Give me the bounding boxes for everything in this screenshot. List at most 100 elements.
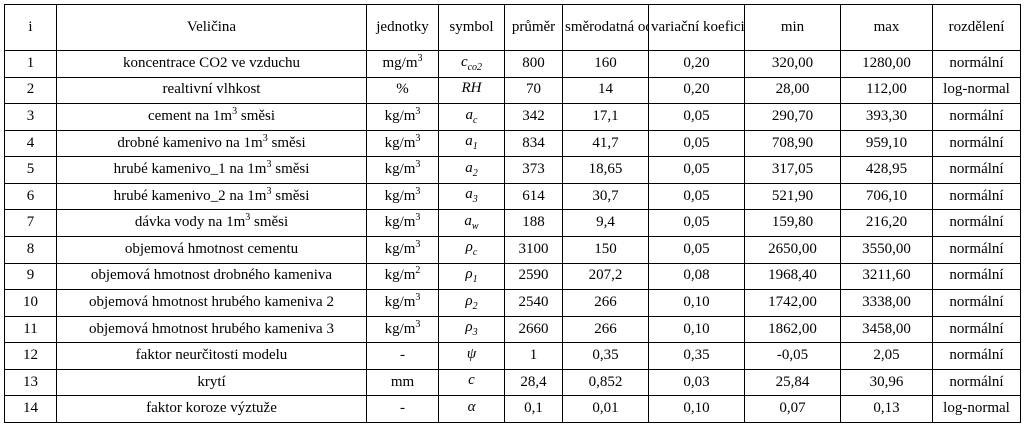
cell-index: 9 xyxy=(4,262,57,291)
header-jednotky: jednotky xyxy=(366,4,439,51)
cell-mean: 800 xyxy=(504,50,563,78)
header-max: max xyxy=(840,4,933,51)
quantity-name: krytí xyxy=(197,373,226,390)
cell-variation-coef: 0,35 xyxy=(648,342,745,370)
quantity-name-sup: 3 xyxy=(245,212,251,224)
cell-min: 1862,00 xyxy=(744,315,841,344)
cell-quantity: realtivní vlhkost xyxy=(56,76,367,105)
cell-distribution: normální xyxy=(932,289,1021,317)
unit-text: % xyxy=(396,81,409,98)
unit-text: kg/m xyxy=(384,108,416,125)
cell-max: 428,95 xyxy=(840,156,933,184)
cell-quantity: koncentrace CO2 ve vzduchu xyxy=(56,50,367,78)
cell-max: 959,10 xyxy=(840,129,933,158)
cell-std-dev: 17,1 xyxy=(562,103,649,131)
cell-mean: 0,1 xyxy=(504,395,563,423)
cell-quantity: hrubé kamenivo_2 na 1m3 směsi xyxy=(56,182,367,211)
quantity-name-sup: 3 xyxy=(266,185,272,197)
cell-index: 11 xyxy=(4,315,57,344)
quantity-name-after: směsi xyxy=(250,214,289,231)
cell-symbol: ρ3 xyxy=(438,315,505,344)
cell-distribution: normální xyxy=(932,103,1021,131)
cell-min: 159,80 xyxy=(744,209,841,237)
unit-text: - xyxy=(400,400,405,417)
cell-symbol: ac xyxy=(438,103,505,131)
symbol-sub: c xyxy=(472,247,478,259)
cell-variation-coef: 0,03 xyxy=(648,368,745,397)
cell-symbol: RH xyxy=(438,76,505,105)
symbol-text: ρ xyxy=(465,319,473,336)
cell-distribution: normální xyxy=(932,50,1021,78)
table-row: 12 faktor neurčitosti modelu - ψ 1 0,35 0,35 -0… xyxy=(4,342,1021,370)
cell-unit: kg/m3 xyxy=(366,156,439,184)
cell-symbol: aw xyxy=(438,209,505,237)
cell-mean: 373 xyxy=(504,156,563,184)
cell-mean: 2590 xyxy=(504,262,563,291)
cell-unit: kg/m3 xyxy=(366,289,439,317)
cell-unit: kg/m3 xyxy=(366,103,439,131)
cell-index: 12 xyxy=(4,342,57,370)
cell-std-dev: 0,35 xyxy=(562,342,649,370)
cell-std-dev: 207,2 xyxy=(562,262,649,291)
cell-unit: kg/m3 xyxy=(366,182,439,211)
cell-std-dev: 150 xyxy=(562,235,649,264)
cell-distribution: normální xyxy=(932,182,1021,211)
cell-max: 30,96 xyxy=(840,368,933,397)
cell-min: -0,05 xyxy=(744,342,841,370)
cell-distribution: normální xyxy=(932,342,1021,370)
cell-min: 1742,00 xyxy=(744,289,841,317)
cell-index: 4 xyxy=(4,129,57,158)
cell-variation-coef: 0,05 xyxy=(648,182,745,211)
cell-min: 320,00 xyxy=(744,50,841,78)
quantity-name: koncentrace CO2 ve vzduchu xyxy=(122,54,300,71)
cell-variation-coef: 0,10 xyxy=(648,395,745,423)
cell-unit: kg/m3 xyxy=(366,129,439,158)
unit-sup: 3 xyxy=(415,212,421,224)
cell-variation-coef: 0,20 xyxy=(648,76,745,105)
table-body: 1 koncentrace CO2 ve vzduchu mg/m3 cco2 800 1… xyxy=(4,50,1021,423)
symbol-text: a xyxy=(465,186,473,203)
quantity-name: cement na 1m xyxy=(147,108,233,125)
symbol-sub: 3 xyxy=(472,327,478,339)
cell-min: 25,84 xyxy=(744,368,841,397)
cell-quantity: krytí xyxy=(56,368,367,397)
cell-mean: 614 xyxy=(504,182,563,211)
unit-text: mg/m xyxy=(382,54,418,71)
cell-index: 1 xyxy=(4,50,57,78)
cell-max: 393,30 xyxy=(840,103,933,131)
symbol-text: a xyxy=(465,133,473,150)
unit-text: kg/m xyxy=(384,187,416,204)
cell-std-dev: 14 xyxy=(562,76,649,105)
symbol-text: RH xyxy=(461,80,482,97)
unit-sup: 3 xyxy=(415,238,421,250)
cell-symbol: ρc xyxy=(438,235,505,264)
cell-variation-coef: 0,20 xyxy=(648,50,745,78)
cell-distribution: log-normal xyxy=(932,395,1021,423)
cell-quantity: drobné kamenivo na 1m3 směsi xyxy=(56,129,367,158)
cell-mean: 28,4 xyxy=(504,368,563,397)
cell-distribution: normální xyxy=(932,235,1021,264)
cell-unit: - xyxy=(366,342,439,370)
table-row: 7 dávka vody na 1m3 směsi kg/m3 aw 188 9,4 0,0… xyxy=(4,209,1021,237)
unit-text: kg/m xyxy=(384,161,416,178)
symbol-sub: 1 xyxy=(472,274,478,286)
cell-mean: 3100 xyxy=(504,235,563,264)
symbol-text: a xyxy=(465,106,474,123)
table-row: 14 faktor koroze výztuže - α 0,1 0,01 0,10 0,07… xyxy=(4,395,1021,423)
table-row: 8 objemová hmotnost cementu kg/m3 ρc 3100 150… xyxy=(4,235,1021,264)
unit-text: kg/m xyxy=(384,293,416,310)
quantity-name: realtivní vlhkost xyxy=(162,81,261,98)
unit-sup: 3 xyxy=(415,318,421,330)
unit-sup: 3 xyxy=(415,106,421,118)
cell-symbol: a1 xyxy=(438,129,505,158)
cell-index: 5 xyxy=(4,156,57,184)
header-symbol: symbol xyxy=(438,4,505,51)
symbol-text: ρ xyxy=(465,266,473,283)
cell-max: 3550,00 xyxy=(840,235,933,264)
cell-unit: % xyxy=(366,76,439,105)
cell-quantity: dávka vody na 1m3 směsi xyxy=(56,209,367,237)
quantity-name-after: směsi xyxy=(237,108,276,125)
cell-mean: 834 xyxy=(504,129,563,158)
symbol-text: ψ xyxy=(466,345,477,362)
cell-max: 3211,60 xyxy=(840,262,933,291)
